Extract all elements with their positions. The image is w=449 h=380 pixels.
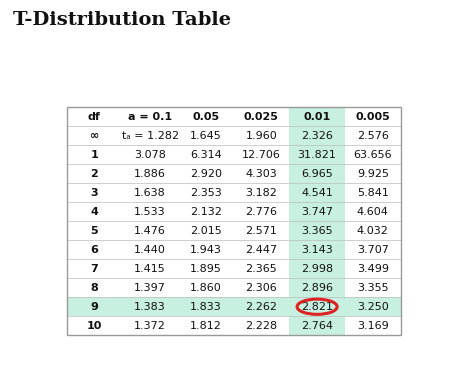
Text: 3.499: 3.499	[357, 264, 389, 274]
Text: 1.645: 1.645	[190, 131, 222, 141]
Bar	[289, 240, 345, 259]
Text: 1.476: 1.476	[134, 226, 166, 236]
Text: 3: 3	[91, 188, 98, 198]
Bar	[66, 107, 401, 335]
Text: 1.943: 1.943	[190, 245, 222, 255]
Text: 1.812: 1.812	[190, 321, 222, 331]
Text: 3.143: 3.143	[301, 245, 333, 255]
Bar	[289, 259, 345, 278]
Text: 2.353: 2.353	[190, 188, 222, 198]
Text: 3.355: 3.355	[357, 283, 388, 293]
Text: 0.01: 0.01	[304, 112, 331, 122]
Text: 2.764: 2.764	[301, 321, 333, 331]
Text: 2.262: 2.262	[246, 302, 277, 312]
Text: 0.05: 0.05	[192, 112, 219, 122]
Text: 9.925: 9.925	[357, 169, 389, 179]
Text: 2.132: 2.132	[190, 207, 222, 217]
Text: 2.571: 2.571	[246, 226, 277, 236]
Text: 2.365: 2.365	[246, 264, 277, 274]
Text: 1.440: 1.440	[134, 245, 166, 255]
Text: 2.306: 2.306	[246, 283, 277, 293]
Bar	[289, 202, 345, 221]
Text: T-Distribution Table: T-Distribution Table	[13, 11, 232, 29]
Text: 1.638: 1.638	[134, 188, 166, 198]
Text: 2.896: 2.896	[301, 283, 333, 293]
Text: 31.821: 31.821	[298, 150, 337, 160]
Text: 1.397: 1.397	[134, 283, 166, 293]
Bar	[289, 297, 345, 316]
Text: 4.303: 4.303	[246, 169, 277, 179]
Text: 1.895: 1.895	[190, 264, 222, 274]
Text: 0.005: 0.005	[356, 112, 390, 122]
Text: 3.182: 3.182	[246, 188, 277, 198]
Text: 3.078: 3.078	[134, 150, 166, 160]
Bar	[66, 297, 401, 316]
Text: 7: 7	[91, 264, 98, 274]
Text: 3.707: 3.707	[357, 245, 389, 255]
Text: 1.533: 1.533	[134, 207, 166, 217]
Text: 1.372: 1.372	[134, 321, 166, 331]
Bar	[289, 164, 345, 183]
Bar	[289, 297, 345, 316]
Text: 2.821: 2.821	[301, 302, 333, 312]
Bar	[289, 278, 345, 297]
Text: a = 0.1: a = 0.1	[128, 112, 172, 122]
Text: 6: 6	[90, 245, 98, 255]
Text: 10: 10	[87, 321, 102, 331]
Text: 9: 9	[90, 302, 98, 312]
Text: 8: 8	[91, 283, 98, 293]
Text: 2.228: 2.228	[245, 321, 277, 331]
Text: 1.833: 1.833	[190, 302, 222, 312]
Text: 1: 1	[91, 150, 98, 160]
Text: 6.965: 6.965	[301, 169, 333, 179]
Text: 2.998: 2.998	[301, 264, 333, 274]
Text: 4.032: 4.032	[357, 226, 389, 236]
Text: 5.841: 5.841	[357, 188, 389, 198]
Text: 3.747: 3.747	[301, 207, 333, 217]
Bar	[289, 126, 345, 145]
Text: 2: 2	[91, 169, 98, 179]
Text: df: df	[88, 112, 101, 122]
Text: 4.604: 4.604	[357, 207, 389, 217]
Text: 6.314: 6.314	[190, 150, 222, 160]
Text: 4: 4	[90, 207, 98, 217]
Text: ∞: ∞	[90, 131, 99, 141]
Text: 2.576: 2.576	[357, 131, 389, 141]
Text: 3.250: 3.250	[357, 302, 389, 312]
Text: 0.025: 0.025	[244, 112, 279, 122]
Text: 1.383: 1.383	[134, 302, 166, 312]
Text: 12.706: 12.706	[242, 150, 281, 160]
Text: 2.015: 2.015	[190, 226, 222, 236]
Text: 2.776: 2.776	[246, 207, 277, 217]
Text: 4.541: 4.541	[301, 188, 333, 198]
Text: 1.415: 1.415	[134, 264, 166, 274]
Bar	[289, 183, 345, 202]
Text: 1.960: 1.960	[246, 131, 277, 141]
Bar	[289, 316, 345, 335]
Text: 3.169: 3.169	[357, 321, 389, 331]
Bar	[289, 221, 345, 240]
Text: 1.886: 1.886	[134, 169, 166, 179]
Bar	[289, 107, 345, 126]
Text: tₐ = 1.282: tₐ = 1.282	[122, 131, 179, 141]
Text: 2.326: 2.326	[301, 131, 333, 141]
Text: 5: 5	[91, 226, 98, 236]
Text: 3.365: 3.365	[301, 226, 333, 236]
Bar	[289, 145, 345, 164]
Text: 2.920: 2.920	[190, 169, 222, 179]
Text: 1.860: 1.860	[190, 283, 222, 293]
Text: 2.447: 2.447	[245, 245, 277, 255]
Text: 63.656: 63.656	[353, 150, 392, 160]
